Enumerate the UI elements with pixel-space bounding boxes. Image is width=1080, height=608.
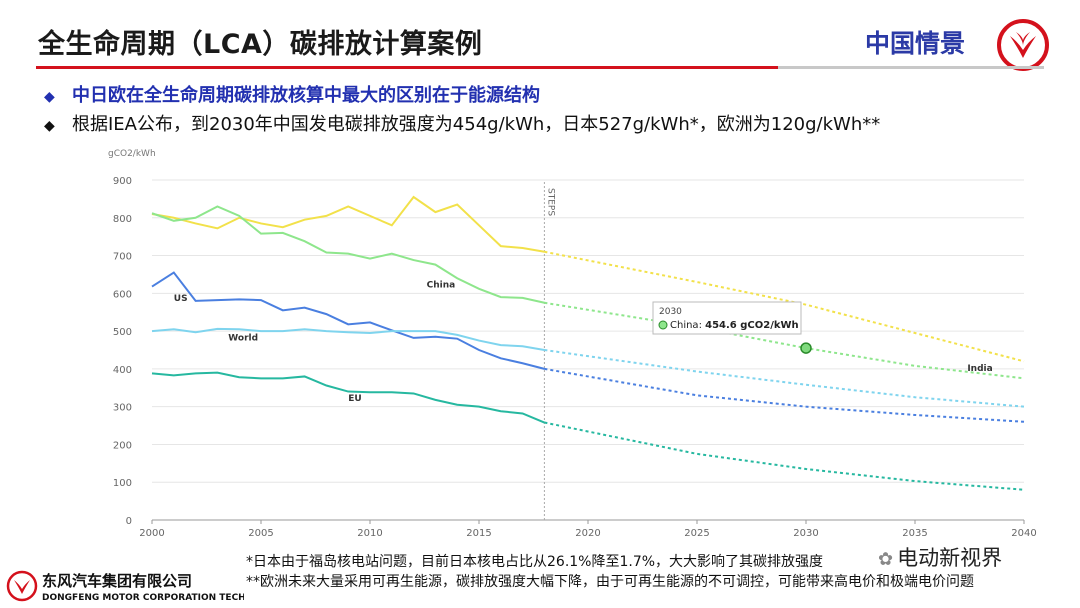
bullet-text-1: 中日欧在全生命周期碳排放核算中最大的区别在于能源结构 (72, 85, 540, 106)
tooltip-marker (658, 320, 668, 330)
diamond-bullet-icon: ◆ (44, 89, 55, 105)
x-tick-label-2040: 2040 (1011, 528, 1036, 539)
x-tick-label-2000: 2000 (139, 528, 164, 539)
y-tick-label-300: 300 (113, 403, 132, 414)
company-name-cn: 东风汽车集团有限公司 (42, 572, 192, 590)
header-rule-gray (778, 66, 1044, 69)
x-tick-label-2005: 2005 (248, 528, 273, 539)
series-projection-world (544, 349, 1025, 408)
watermark-text: 电动新视界 (897, 546, 1003, 570)
y-tick-label-900: 900 (113, 176, 132, 187)
highlight-point-china-2030 (800, 342, 812, 354)
footnotes: *日本由于福岛核电站问题，目前日本核电占比从26.1%降至1.7%，大大影响了其… (246, 552, 974, 592)
series-label-eu: EU (348, 394, 361, 404)
wechat-icon: ✿ (878, 549, 894, 570)
company-logo: 东风汽车集团有限公司 DONGFENG MOTOR CORPORATION TE… (6, 570, 244, 603)
tooltip-box (652, 301, 802, 335)
header-rule-red (36, 66, 778, 69)
series-label-india: India (967, 364, 992, 374)
footnote-1: *日本由于福岛核电站问题，目前日本核电占比从26.1%降至1.7%，大大影响了其… (246, 554, 824, 570)
tooltip-title: 2030 (659, 307, 682, 317)
x-tick-label-2020: 2020 (575, 528, 600, 539)
x-tick-label-2030: 2030 (793, 528, 818, 539)
steps-label: STEPS (545, 188, 555, 216)
series-line-world (151, 327, 545, 351)
y-tick-label-700: 700 (113, 252, 132, 263)
bullet-text-2: 根据IEA公布，到2030年中国发电碳排放强度为454g/kWh，日本527g/… (72, 114, 881, 135)
y-tick-label-100: 100 (113, 478, 132, 489)
series-label-world: World (228, 334, 258, 344)
diamond-bullet-icon: ◆ (44, 118, 55, 134)
series-label-us: US (174, 294, 188, 304)
watermark: ✿ 电动新视界 (878, 542, 1002, 572)
scenario-tag: 中国情景 (865, 29, 966, 58)
company-name-en: DONGFENG MOTOR CORPORATION TECHNICAL CEN… (42, 593, 244, 603)
series-line-india (151, 195, 545, 253)
series-projection-us (544, 367, 1025, 423)
y-tick-label-600: 600 (113, 289, 132, 300)
bullet-point-1: ◆ 中日欧在全生命周期碳排放核算中最大的区别在于能源结构 (44, 81, 540, 107)
y-tick-label-500: 500 (113, 327, 132, 338)
series-projection-eu (544, 421, 1025, 491)
tooltip-series: China: 454.6 gCO2/kWh (670, 320, 799, 331)
series-line-eu (151, 371, 545, 424)
x-tick-label-2025: 2025 (684, 528, 709, 539)
y-tick-label-200: 200 (113, 440, 132, 451)
x-tick-label-2015: 2015 (466, 528, 491, 539)
y-axis-label: gCO2/kWh (108, 149, 156, 159)
tooltip-value: 454.6 gCO2/kWh (705, 320, 799, 331)
dongfeng-logo-icon (997, 19, 1049, 71)
series-line-us (151, 271, 545, 370)
y-tick-label-400: 400 (113, 365, 132, 376)
y-tick-label-0: 0 (126, 516, 132, 527)
x-tick-label-2010: 2010 (357, 528, 382, 539)
y-tick-label-800: 800 (113, 214, 132, 225)
series-label-china: China (427, 281, 456, 291)
bullet-point-2: ◆ 根据IEA公布，到2030年中国发电碳排放强度为454g/kWh，日本527g… (44, 110, 880, 136)
series-line-china (151, 205, 545, 304)
slide-title: 全生命周期（LCA）碳排放计算案例 (38, 29, 483, 60)
dongfeng-logo-icon (6, 570, 38, 602)
emission-intensity-chart: gCO2/kWh 0 100 200 300 400 500 600 700 800 900 2000… (108, 149, 1037, 539)
footnote-2: **欧洲未来大量采用可再生能源，碳排放强度大幅下降，由于可再生能源的不可调控，可… (246, 574, 974, 590)
x-tick-label-2035: 2035 (902, 528, 927, 539)
series-projection-india (544, 250, 1025, 363)
